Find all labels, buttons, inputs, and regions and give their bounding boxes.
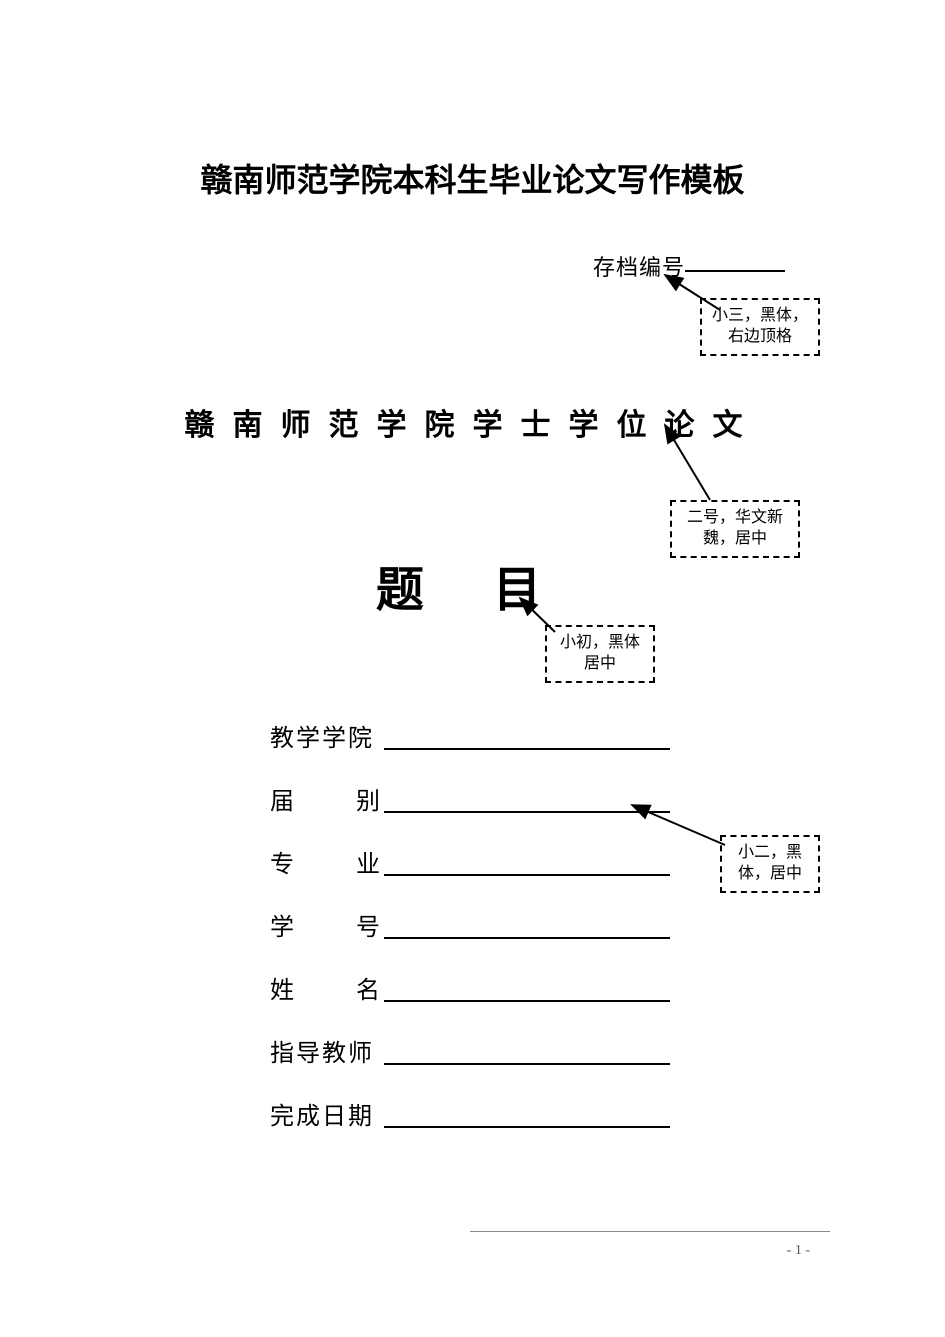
field-row: 学号 bbox=[270, 907, 670, 942]
field-label: 完成日期 bbox=[270, 1096, 380, 1131]
field-label: 指导教师 bbox=[270, 1033, 380, 1068]
archive-label: 存档编号 bbox=[593, 255, 685, 280]
field-label: 姓名 bbox=[270, 970, 380, 1005]
field-underline bbox=[384, 811, 670, 813]
form-fields: 教学学院届别专业学号姓名指导教师完成日期 bbox=[270, 718, 670, 1159]
annotation-fields: 小二，黑 体，居中 bbox=[720, 835, 820, 893]
field-label: 教学学院 bbox=[270, 718, 380, 753]
field-underline bbox=[384, 874, 670, 876]
field-row: 教学学院 bbox=[270, 718, 670, 753]
annotation-topic: 小初，黑体 居中 bbox=[545, 625, 655, 683]
field-label: 专业 bbox=[270, 844, 380, 879]
field-label: 届别 bbox=[270, 781, 380, 816]
field-label: 学号 bbox=[270, 907, 380, 942]
field-row: 完成日期 bbox=[270, 1096, 670, 1131]
topic-heading: 题 目 bbox=[0, 550, 945, 620]
field-row: 指导教师 bbox=[270, 1033, 670, 1068]
institution-title: 赣南师范学院学士学位论文 bbox=[0, 400, 945, 444]
footer-line bbox=[470, 1231, 830, 1232]
field-underline bbox=[384, 748, 670, 750]
archive-underline bbox=[685, 270, 785, 272]
field-underline bbox=[384, 1063, 670, 1065]
field-row: 届别 bbox=[270, 781, 670, 816]
field-underline bbox=[384, 1000, 670, 1002]
field-underline bbox=[384, 1126, 670, 1128]
page-number: - 1 - bbox=[787, 1243, 810, 1259]
field-underline bbox=[384, 937, 670, 939]
page-title: 赣南师范学院本科生毕业论文写作模板 bbox=[0, 155, 945, 201]
annotation-archive: 小三，黑体， 右边顶格 bbox=[700, 298, 820, 356]
archive-number-row: 存档编号 bbox=[593, 250, 785, 282]
annotation-institution: 二号，华文新 魏，居中 bbox=[670, 500, 800, 558]
thesis-cover-page: 赣南师范学院本科生毕业论文写作模板 存档编号 赣南师范学院学士学位论文 题 目 … bbox=[0, 0, 945, 1337]
field-row: 姓名 bbox=[270, 970, 670, 1005]
field-row: 专业 bbox=[270, 844, 670, 879]
